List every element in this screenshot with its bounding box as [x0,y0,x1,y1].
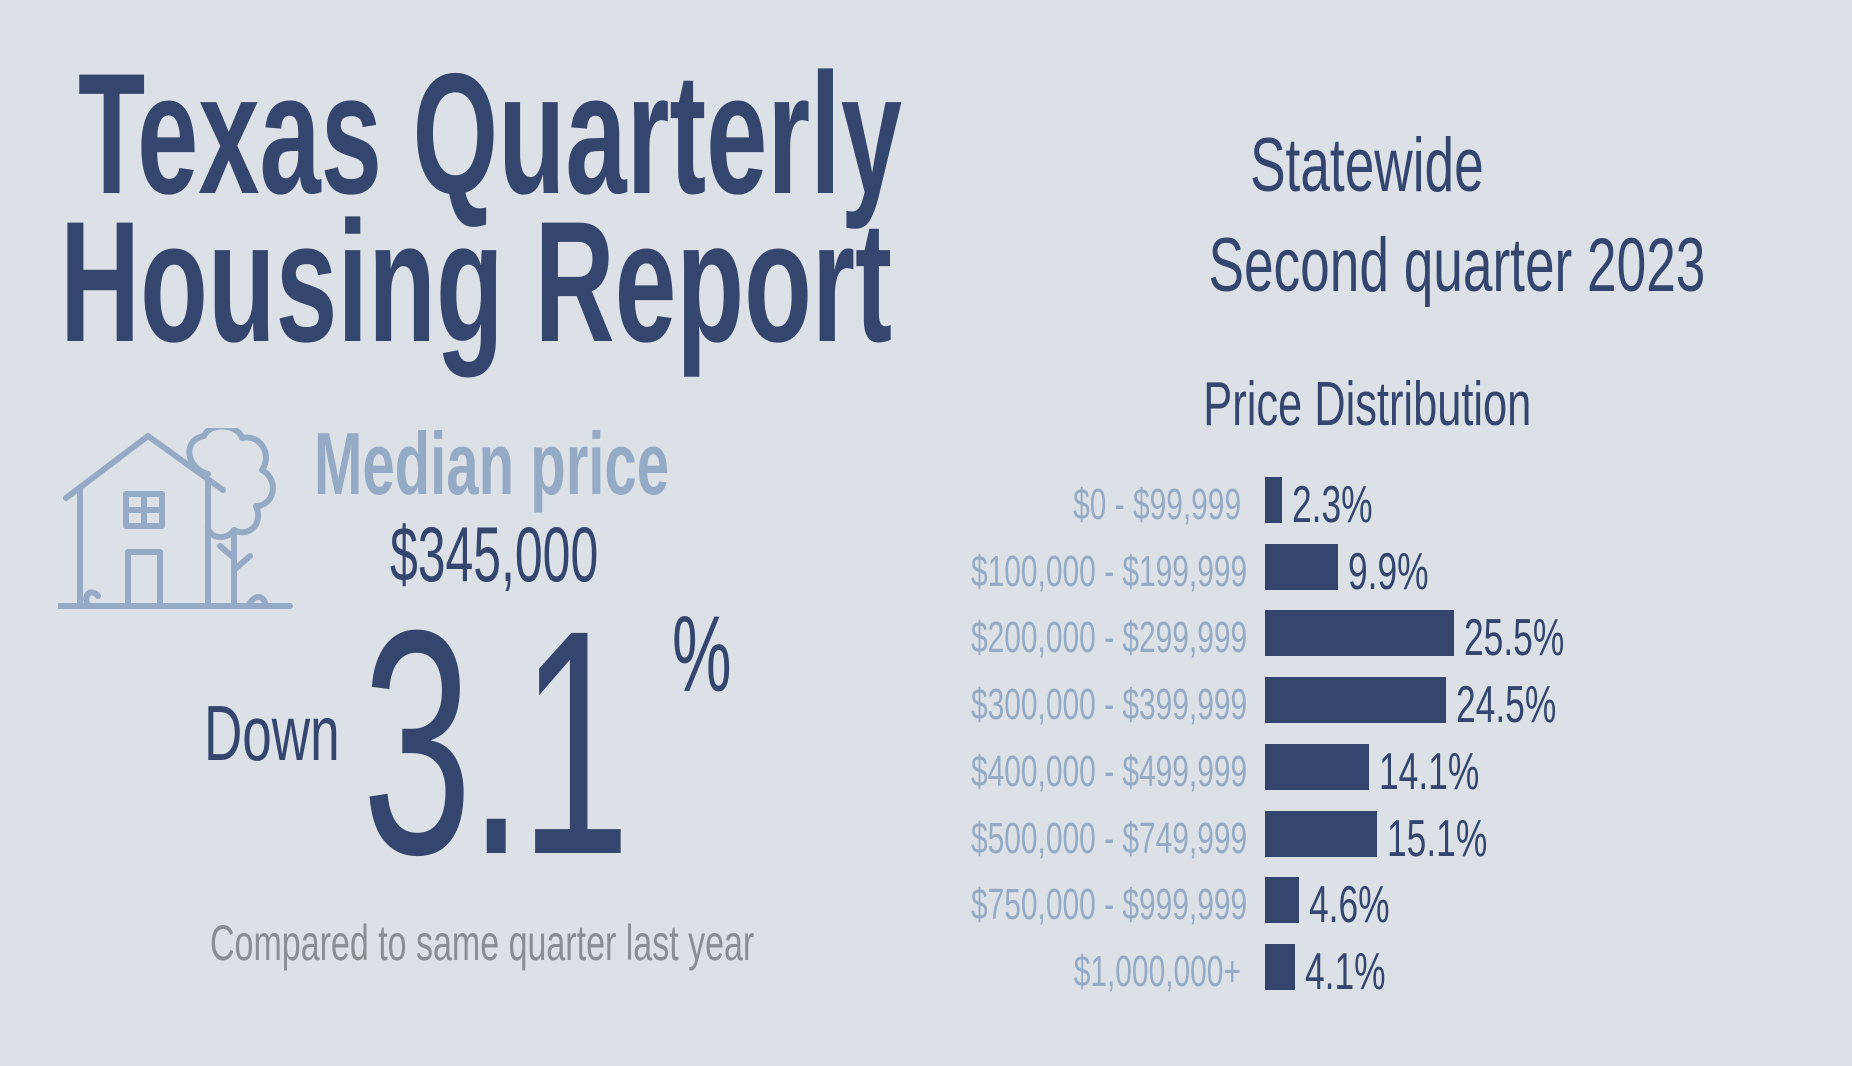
change-value: 3.1 [362,563,630,921]
period-label: Second quarter 2023 [1208,223,1706,308]
bar-value-label: 4.1% [1305,942,1386,1001]
bar-value-label: 25.5% [1463,609,1564,668]
bar [1265,677,1447,724]
bar [1265,543,1339,590]
bar-category-label: $200,000 - $299,999 [970,613,1248,663]
bar [1265,877,1300,924]
bar-category-label: $400,000 - $499,999 [970,746,1248,796]
bar-value-label: 2.3% [1292,476,1373,534]
bar [1265,477,1283,523]
bar-category-label: $300,000 - $399,999 [970,680,1248,730]
bar [1265,943,1296,990]
bar [1265,810,1377,857]
bar-category-label: $1,000,000+ [1073,946,1241,996]
house-with-tree-icon [58,428,293,609]
chart-title: Price Distribution [1202,370,1532,439]
bar [1265,743,1370,790]
median-price-value: $345,000 [390,510,599,598]
bar-value-label: 14.1% [1379,742,1480,801]
change-direction: Down [204,689,340,777]
bar-value-label: 4.6% [1309,876,1390,935]
bar-category-label: $0 - $99,999 [1072,480,1241,529]
bar-value-label: 9.9% [1348,542,1429,601]
median-price-label: Median price [314,414,670,513]
bar [1265,610,1454,657]
bar-category-label: $500,000 - $749,999 [970,813,1248,863]
bar-value-label: 15.1% [1386,809,1488,868]
title-line-1: Texas Quarterly [78,38,902,230]
change-unit: % [672,593,732,714]
title-line-2: Housing Report [60,186,892,378]
bar-value-label: 24.5% [1456,676,1557,735]
bar-category-label: $100,000 - $199,999 [970,546,1248,596]
region-label: Statewide [1250,123,1484,208]
bar-category-label: $750,000 - $999,999 [970,880,1248,930]
comparison-note: Compared to same quarter last year [210,915,755,971]
